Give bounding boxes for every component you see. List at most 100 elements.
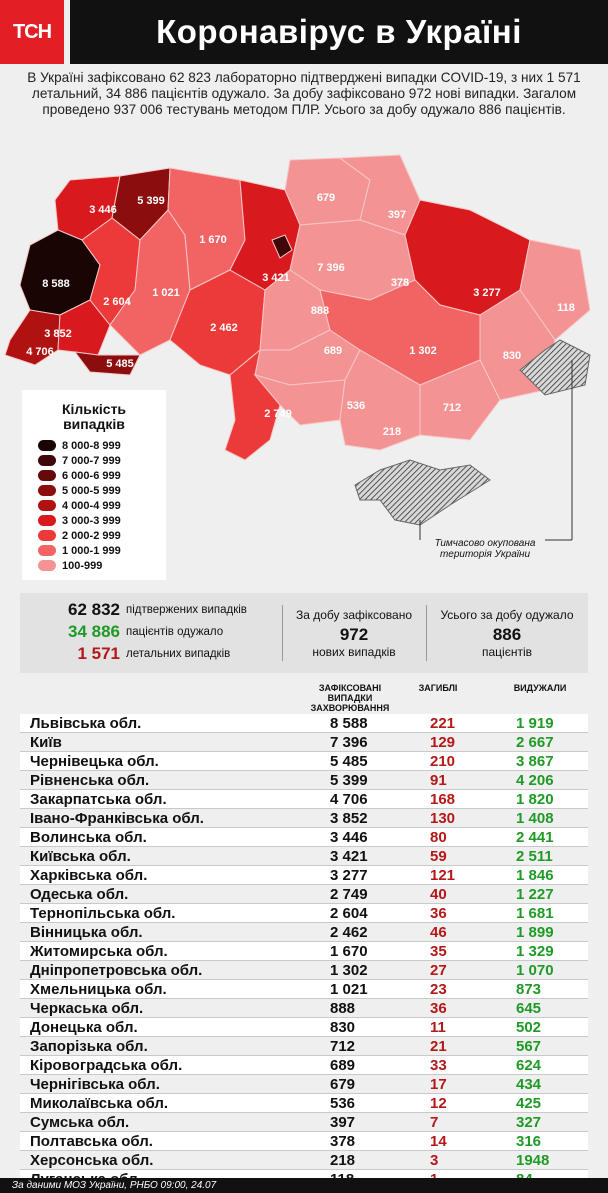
legend-label: 100-999 — [62, 559, 103, 572]
table-row: Київська обл. 3 421 59 2 511 — [20, 846, 588, 866]
map-label: 2 604 — [103, 296, 131, 308]
cell-deaths: 46 — [430, 922, 516, 942]
map-label: 712 — [443, 402, 461, 414]
map-label: 1 302 — [409, 345, 437, 357]
cell-cases: 3 852 — [330, 808, 430, 828]
map-label: 378 — [391, 277, 409, 289]
cell-region: Дніпропетровська обл. — [20, 960, 330, 980]
cell-cases: 888 — [330, 998, 430, 1018]
table-row: Житомирська обл. 1 670 35 1 329 — [20, 941, 588, 961]
source-footer: За даними МОЗ України, РНБО 09:00, 24.07 — [0, 1178, 608, 1193]
cell-region: Запорізька обл. — [20, 1036, 330, 1056]
table-row: Миколаївська обл. 536 12 425 — [20, 1093, 588, 1113]
cell-region: Харківська обл. — [20, 865, 330, 885]
cell-recovered: 425 — [516, 1093, 588, 1113]
cell-deaths: 21 — [430, 1036, 516, 1056]
map-legend: Кількість випадків 8 000-8 999 7 000-7 99… — [22, 390, 166, 580]
cell-region: Вінницька обл. — [20, 922, 330, 942]
cell-region: Тернопільська обл. — [20, 903, 330, 923]
map-label: 830 — [503, 350, 521, 362]
map-label: 689 — [324, 345, 342, 357]
map-label: 8 588 — [42, 278, 70, 290]
legend-swatch — [38, 440, 56, 451]
cell-cases: 679 — [330, 1074, 430, 1094]
divider — [282, 605, 283, 661]
cell-cases: 2 604 — [330, 903, 430, 923]
table-row: Сумська обл. 397 7 327 — [20, 1112, 588, 1132]
table-row: Тернопільська обл. 2 604 36 1 681 — [20, 903, 588, 923]
map-label: 5 485 — [106, 358, 134, 370]
cell-region: Черкаська обл. — [20, 998, 330, 1018]
cell-cases: 3 421 — [330, 846, 430, 866]
legend-swatch — [38, 515, 56, 526]
cell-recovered: 1 408 — [516, 808, 588, 828]
cell-deaths: 130 — [430, 808, 516, 828]
cell-deaths: 40 — [430, 884, 516, 904]
cell-deaths: 7 — [430, 1112, 516, 1132]
cell-region: Київська обл. — [20, 846, 330, 866]
table-row: Донецька обл. 830 11 502 — [20, 1017, 588, 1037]
cell-region: Чернівецька обл. — [20, 751, 330, 771]
daily-new-cases: За добу зафіксовано 972 нових випадків — [282, 593, 426, 673]
map-label: 2 462 — [210, 322, 238, 334]
cell-recovered: 1 846 — [516, 865, 588, 885]
daily-sub: нових випадків — [312, 644, 396, 659]
cell-region: Волинська обл. — [20, 827, 330, 847]
legend-label: 6 000-6 999 — [62, 469, 121, 482]
deaths-count: 1 571 — [77, 644, 120, 663]
map-label: 3 852 — [44, 328, 72, 340]
tsn-logo: ТСН — [0, 0, 64, 64]
cell-cases: 5 485 — [330, 751, 430, 771]
cell-recovered: 1948 — [516, 1150, 588, 1170]
daily-count: 972 — [339, 624, 369, 644]
table-row: Закарпатська обл. 4 706 168 1 820 — [20, 789, 588, 809]
cell-recovered: 316 — [516, 1131, 588, 1151]
cell-cases: 2 462 — [330, 922, 430, 942]
map-label: 1 670 — [199, 234, 227, 246]
map-label: 679 — [317, 192, 335, 204]
legend-title-line: Кількість — [61, 401, 127, 417]
legend-swatch — [38, 530, 56, 541]
occupied-crimea — [354, 459, 491, 526]
cell-deaths: 17 — [430, 1074, 516, 1094]
map-label: 2 749 — [264, 408, 292, 420]
cell-recovered: 1 329 — [516, 941, 588, 961]
map-label: 218 — [383, 426, 401, 438]
cell-recovered: 2 511 — [516, 846, 588, 866]
cell-recovered: 3 867 — [516, 751, 588, 771]
cell-deaths: 210 — [430, 751, 516, 771]
table-row: Чернігівська обл. 679 17 434 — [20, 1074, 588, 1094]
legend-label: 8 000-8 999 — [62, 439, 121, 452]
cell-recovered: 567 — [516, 1036, 588, 1056]
cell-cases: 5 399 — [330, 770, 430, 790]
cell-deaths: 221 — [430, 714, 516, 733]
cell-deaths: 27 — [430, 960, 516, 980]
header: ТСН Коронавірус в Україні — [0, 0, 608, 66]
map-label: 7 396 — [317, 262, 345, 274]
cell-recovered: 434 — [516, 1074, 588, 1094]
map-label: 118 — [557, 302, 575, 314]
legend-label: 2 000-2 999 — [62, 529, 121, 542]
cell-cases: 3 446 — [330, 827, 430, 847]
cell-cases: 536 — [330, 1093, 430, 1113]
cell-region: Закарпатська обл. — [20, 789, 330, 809]
cell-region: Івано-Франківська обл. — [20, 808, 330, 828]
legend-label: 7 000-7 999 — [62, 454, 121, 467]
cell-deaths: 35 — [430, 941, 516, 961]
table-row: Харківська обл. 3 277 121 1 846 — [20, 865, 588, 885]
cell-recovered: 645 — [516, 998, 588, 1018]
cell-deaths: 36 — [430, 998, 516, 1018]
confirmed-count: 62 832 — [68, 600, 120, 619]
region-odeska — [224, 348, 281, 461]
table-row: Київ 7 396 129 2 667 — [20, 732, 588, 752]
legend-label: 3 000-3 999 — [62, 514, 121, 527]
legend-label: 4 000-4 999 — [62, 499, 121, 512]
map-label: 397 — [388, 209, 406, 221]
table-row: Кіровоградська обл. 689 33 624 — [20, 1055, 588, 1075]
daily-recovered-count: 886 — [492, 624, 522, 644]
cell-deaths: 129 — [430, 732, 516, 752]
cell-deaths: 11 — [430, 1017, 516, 1037]
cell-region: Чернігівська обл. — [20, 1074, 330, 1094]
cell-cases: 3 277 — [330, 865, 430, 885]
cell-region: Херсонська обл. — [20, 1150, 330, 1170]
